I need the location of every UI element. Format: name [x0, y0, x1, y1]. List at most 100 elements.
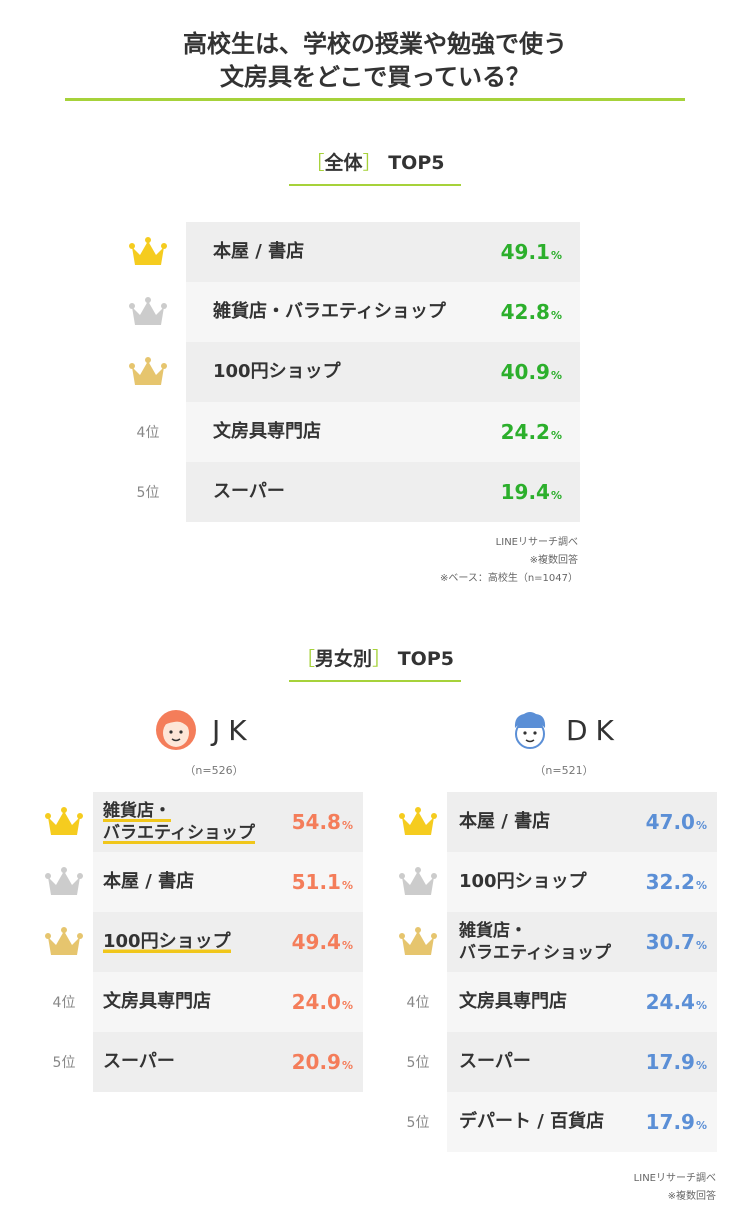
ranking-row: 5位 デパート / 百貨店 17.9% — [389, 1092, 717, 1152]
percent-number: 20.9 — [291, 1050, 341, 1074]
ranking-row: 雑貨店・バラエティショップ 42.8% — [110, 282, 580, 342]
percent-value: 51.1% — [292, 852, 353, 912]
overall-heading-suffix: TOP5 — [388, 152, 445, 174]
store-label-line: 100円ショップ — [459, 871, 587, 892]
percent-unit: % — [695, 818, 707, 832]
row-background: 100円ショップ — [93, 912, 363, 972]
percent-number: 47.0 — [645, 810, 695, 834]
gender-heading-suffix: TOP5 — [397, 648, 454, 670]
rank-crown — [44, 925, 84, 959]
rank-crown — [398, 925, 438, 959]
rank-cell — [110, 222, 186, 282]
percent-value: 54.8% — [292, 792, 353, 852]
rank-cell: 5位 — [35, 1032, 93, 1092]
base-note: ※ベース：高校生（n=1047） — [439, 573, 578, 584]
store-label: 本屋 / 書店 — [103, 871, 194, 893]
gender-notes: LINEリサーチ調べ ※複数回答 — [634, 1170, 716, 1206]
percent-unit: % — [341, 818, 353, 832]
source-note: LINEリサーチ調べ — [495, 537, 578, 548]
percent-value: 19.4% — [501, 462, 562, 522]
dk-label: DK — [566, 713, 622, 747]
source-note: LINEリサーチ調べ — [633, 1173, 716, 1184]
percent-unit: % — [695, 878, 707, 892]
percent-value: 32.2% — [646, 852, 707, 912]
percent-number: 17.9 — [645, 1050, 695, 1074]
row-background: 文房具専門店 — [186, 402, 580, 462]
rank-cell: 5位 — [389, 1032, 447, 1092]
jk-label: JK — [212, 713, 255, 747]
percent-number: 32.2 — [645, 870, 695, 894]
crown-bronze-icon — [129, 357, 167, 385]
multi-answer-note: ※複数回答 — [667, 1191, 716, 1202]
ranking-row: 4位 文房具専門店 24.2% — [110, 402, 580, 462]
store-label: デパート / 百貨店 — [459, 1111, 604, 1133]
rank-label: 4位 — [406, 995, 430, 1011]
percent-unit: % — [341, 1058, 353, 1072]
percent-number: 17.9 — [645, 1110, 695, 1134]
percent-unit: % — [695, 998, 707, 1012]
store-label-line: デパート / 百貨店 — [459, 1111, 605, 1132]
percent-value: 24.2% — [501, 402, 562, 462]
percent-value: 24.0% — [292, 972, 353, 1032]
percent-value: 47.0% — [646, 792, 707, 852]
percent-number: 42.8 — [500, 300, 550, 324]
store-label-line: バラエティショップ — [103, 823, 255, 844]
percent-value: 20.9% — [292, 1032, 353, 1092]
rank-cell — [389, 912, 447, 972]
title-underline — [65, 98, 685, 101]
percent-unit: % — [550, 308, 562, 322]
rank-cell — [110, 342, 186, 402]
store-label-line: 100円ショップ — [103, 931, 231, 953]
percent-number: 40.9 — [500, 360, 550, 384]
percent-unit: % — [550, 428, 562, 442]
percent-unit: % — [341, 998, 353, 1012]
percent-unit: % — [341, 878, 353, 892]
rank-cell: 5位 — [110, 462, 186, 522]
rank-cell: 4位 — [389, 972, 447, 1032]
store-label: スーパー — [459, 1051, 531, 1073]
bracket-open: ［ — [296, 648, 316, 670]
ranking-row: 本屋 / 書店 49.1% — [110, 222, 580, 282]
page-title: 高校生は、学校の授業や勉強で使う 文房具をどこで買っている？ — [0, 28, 750, 94]
row-background: デパート / 百貨店 — [447, 1092, 717, 1152]
store-label: 100円ショップ — [459, 871, 587, 893]
percent-unit: % — [695, 1058, 707, 1072]
store-label-line: 文房具専門店 — [103, 991, 211, 1012]
percent-unit: % — [695, 938, 707, 952]
rank-crown — [128, 295, 168, 329]
crown-silver-icon — [399, 867, 437, 895]
percent-unit: % — [550, 248, 562, 262]
percent-number: 51.1 — [291, 870, 341, 894]
percent-number: 30.7 — [645, 930, 695, 954]
rank-label: 5位 — [52, 1055, 76, 1071]
rank-crown — [398, 805, 438, 839]
crown-bronze-icon — [45, 927, 83, 955]
bracket-close: ］ — [362, 152, 382, 174]
overall-heading-label: 全体 — [324, 152, 363, 174]
store-label-line: 本屋 / 書店 — [459, 811, 551, 832]
store-label-line: 雑貨店・ — [103, 801, 171, 822]
row-background: スーパー — [186, 462, 580, 522]
percent-unit: % — [341, 938, 353, 952]
store-label: スーパー — [103, 1051, 175, 1073]
crown-silver-icon — [129, 297, 167, 325]
rank-crown — [44, 805, 84, 839]
store-label: 文房具専門店 — [213, 421, 321, 442]
gender-heading-label: 男女別 — [315, 648, 373, 670]
dk-ranking-table: 本屋 / 書店 47.0% 100円ショップ 32.2% 雑貨店・ バラエティショップ 30… — [389, 792, 717, 1152]
rank-cell — [35, 792, 93, 852]
crown-gold-icon — [45, 807, 83, 835]
crown-bronze-icon — [399, 927, 437, 955]
percent-value: 30.7% — [646, 912, 707, 972]
girl-face-icon — [156, 710, 196, 750]
percent-number: 24.0 — [291, 990, 341, 1014]
percent-number: 54.8 — [291, 810, 341, 834]
boy-face-icon — [514, 712, 546, 749]
row-background: 100円ショップ — [186, 342, 580, 402]
row-background: 本屋 / 書店 — [447, 792, 717, 852]
store-label: 100円ショップ — [103, 931, 231, 953]
store-label: 雑貨店・バラエティショップ — [459, 920, 611, 964]
ranking-row: 4位 文房具専門店 24.0% — [35, 972, 363, 1032]
row-background: スーパー — [447, 1032, 717, 1092]
percent-number: 19.4 — [500, 480, 550, 504]
